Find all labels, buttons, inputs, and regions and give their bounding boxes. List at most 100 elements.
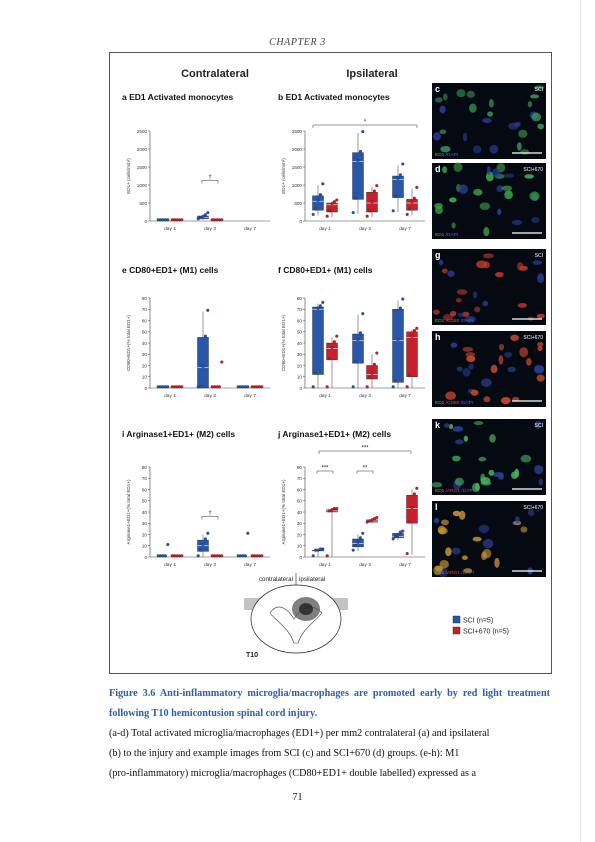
x-tick-label-e: day 3: [204, 393, 216, 399]
data-point-e: [180, 385, 184, 389]
significance-bracket-b: [312, 124, 418, 128]
cell-blob-c: [456, 89, 466, 98]
panel-title-e: e CD80+ED1+ (M1) cells: [122, 265, 219, 275]
column-title-contralateral: Contralateral: [181, 68, 249, 80]
box-f-sci: [352, 333, 364, 364]
data-point-f: [330, 345, 334, 349]
data-point-j: [408, 520, 412, 524]
significance-mark-j: **: [363, 466, 368, 472]
cell-blob-h: [533, 364, 545, 374]
panel-label-i: Arginase1+ED1+ (M2) cells: [126, 429, 235, 439]
x-tick-label-i: day 3: [204, 562, 216, 568]
cell-blob-c: [514, 121, 521, 127]
cell-blob-c: [469, 103, 477, 113]
box-e-sci: [197, 337, 209, 389]
cell-blob-d: [497, 208, 502, 216]
cell-blob-g: [482, 253, 494, 259]
data-point-b: [370, 200, 374, 204]
cell-blob-h: [537, 345, 543, 351]
panel-title-f: f CD80+ED1+ (M1) cells: [278, 265, 373, 275]
significance-mark-j: ***: [361, 446, 369, 452]
data-point-i: [180, 554, 184, 558]
micrograph-bg-g: [432, 249, 546, 325]
marker-label-l: /ARG1: [446, 570, 462, 576]
data-point-f: [356, 338, 360, 342]
data-point-f: [358, 331, 362, 335]
cell-blob-k: [520, 454, 532, 463]
data-point-a: [206, 211, 210, 215]
cell-blob-h: [466, 355, 476, 363]
cell-blob-g: [532, 260, 542, 265]
y-tick-label-f: 30: [297, 352, 303, 357]
cell-blob-c: [443, 93, 448, 101]
data-point-j: [375, 516, 379, 520]
data-point-f: [401, 297, 405, 301]
data-point-b: [316, 198, 320, 202]
cell-blob-g: [457, 312, 466, 318]
y-tick-label-j: 80: [297, 465, 303, 470]
cord-outline: [250, 584, 342, 654]
lesion-core: [299, 603, 313, 615]
data-point-f: [328, 357, 332, 361]
x-tick-label-f: day 1: [319, 393, 331, 399]
cell-blob-g: [517, 303, 528, 308]
y-tick-label-b: 1000: [292, 183, 303, 188]
data-point-e: [217, 385, 221, 389]
data-point-f: [332, 340, 336, 344]
cell-blob-g: [495, 271, 504, 278]
micrograph-letter-k: k: [435, 420, 441, 430]
data-point-j: [410, 505, 414, 509]
marker-label-k: /DAPI: [461, 488, 474, 494]
panel-letter-i: i: [122, 429, 126, 439]
marker-label-c: /DAPI: [446, 152, 459, 158]
data-point-i: [199, 548, 203, 552]
cell-blob-h: [483, 396, 491, 403]
data-point-a: [220, 218, 224, 222]
chart-a: 0 500 1000 1500 2000 2500 ED1+ (cells/mm²) day …: [126, 129, 270, 232]
y-axis-label-j: Arginase1+ED1+(% total ED1+): [281, 479, 286, 544]
data-point-f: [391, 385, 395, 389]
cell-blob-l: [452, 510, 461, 517]
cell-blob-h: [465, 352, 476, 357]
y-tick-label-e: 70: [142, 307, 148, 312]
y-tick-label-i: 30: [142, 521, 148, 526]
y-tick-label-i: 70: [142, 476, 148, 481]
data-point-f: [398, 306, 402, 310]
cell-blob-h: [470, 389, 479, 396]
data-point-b: [365, 214, 369, 218]
data-point-b: [321, 182, 325, 186]
marker-label-k: ED1: [435, 488, 446, 494]
data-point-e: [260, 385, 264, 389]
cell-blob-c: [488, 98, 494, 108]
legend-swatch-1: [452, 626, 461, 635]
cell-blob-h: [498, 355, 504, 365]
y-tick-label-j: 60: [297, 487, 303, 492]
y-axis-label-i: Arginase1+ED1+(% total ED1+): [126, 479, 131, 544]
panel-title-j: j Arginase1+ED1+ (M2) cells: [277, 429, 391, 439]
panel-label-e: CD80+ED1+ (M1) cells: [129, 265, 219, 275]
cell-blob-g: [432, 309, 440, 315]
significance-mark-j: ***: [321, 466, 329, 472]
cell-blob-k: [475, 482, 480, 491]
cell-blob-d: [479, 202, 491, 211]
cell-blob-d: [504, 190, 513, 200]
cell-blob-d: [453, 162, 463, 173]
box-b-sci670: [406, 199, 418, 211]
data-point-j: [325, 554, 329, 558]
x-tick-label-b: day 7: [399, 226, 411, 232]
cell-blob-d: [531, 216, 540, 224]
data-point-j: [321, 547, 325, 551]
significance-bracket-i: [201, 516, 219, 520]
micrograph-markers-h: ED1 /CD80 /DAPI: [435, 400, 473, 406]
data-point-a: [166, 218, 170, 222]
legend-swatch-0: [452, 615, 461, 624]
box-j-sci670: [406, 494, 418, 524]
micrograph-markers-g: ED1 /CD80 /DAPI: [435, 318, 473, 324]
panel-title-text-j: j Arginase1+ED1+ (M2) cells: [277, 429, 391, 439]
y-axis-label-e: CD80+ED1+(% total ED1+): [126, 315, 131, 372]
micrograph-letter-h: h: [435, 332, 441, 342]
figure-caption: Figure 3.6 Anti-inflammatory microglia/m…: [109, 684, 550, 784]
data-point-j: [405, 552, 409, 556]
page-edge-line: [580, 0, 581, 842]
data-point-b: [354, 196, 358, 200]
